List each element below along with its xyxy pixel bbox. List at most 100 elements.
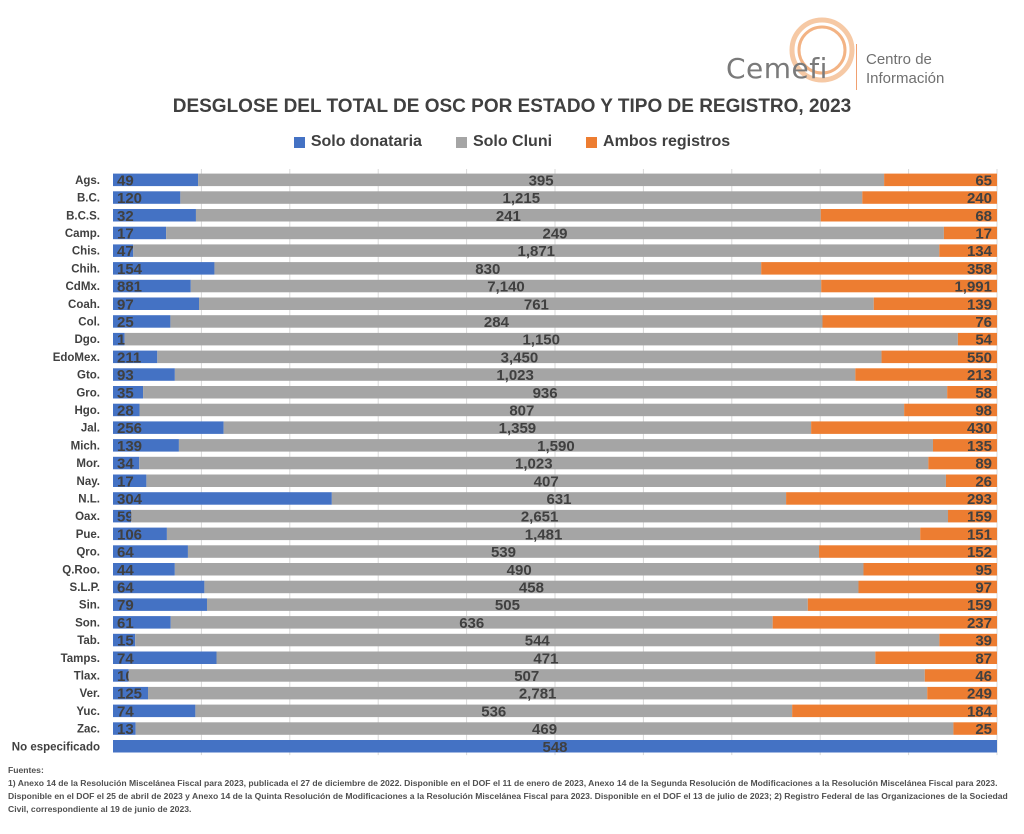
data-label: 936: [533, 385, 558, 402]
bar-segment: [195, 704, 793, 718]
data-label: 631: [546, 491, 571, 508]
category-label: Q.Roo.: [62, 564, 100, 576]
data-label: 159: [967, 509, 992, 526]
bar-segment: [170, 315, 823, 328]
data-label: 7,140: [487, 279, 525, 296]
bar-segment: [131, 509, 949, 523]
data-label: 135: [967, 438, 992, 455]
bar-segment: [920, 527, 997, 541]
chart-legend: Solo donataria Solo Cluni Ambos registro…: [0, 133, 1024, 151]
data-label: 44: [117, 562, 134, 579]
data-label: 64: [117, 544, 134, 561]
data-label: 93: [117, 367, 134, 384]
data-label: 25: [117, 314, 134, 331]
category-label: Dgo.: [74, 334, 100, 346]
category-label: Coah.: [68, 299, 100, 311]
data-label: 39: [975, 633, 992, 650]
category-label: S.L.P.: [70, 582, 100, 594]
data-label: 469: [532, 721, 557, 738]
data-label: 139: [117, 438, 142, 455]
bar-segment: [873, 297, 997, 310]
logo-subtitle: Centro de Información: [866, 51, 945, 87]
data-label: 35: [117, 385, 134, 402]
bar-segment: [113, 403, 140, 417]
bar-segment: [820, 209, 997, 222]
legend-item-ambos-registros: Ambos registros: [586, 133, 730, 151]
data-label: 95: [975, 562, 992, 579]
category-label: Chis.: [72, 246, 100, 258]
bar-segment: [135, 722, 954, 735]
category-label: Tab.: [77, 635, 100, 647]
bar-segment: [331, 492, 787, 505]
data-label: 89: [975, 456, 992, 473]
bar-segment: [932, 439, 997, 452]
bar-segment: [113, 226, 167, 240]
data-label: 507: [514, 668, 539, 685]
bar-segment: [884, 173, 997, 187]
bar-segment: [113, 704, 196, 718]
data-label: 304: [117, 491, 143, 508]
data-label: 74: [117, 703, 134, 720]
legend-swatch: [455, 136, 467, 148]
data-label: 1,150: [522, 332, 560, 349]
bar-segment: [113, 262, 215, 275]
data-label: 13: [117, 721, 134, 738]
logo-divider: [856, 44, 857, 90]
bar-segment: [113, 315, 171, 328]
bar-segment: [113, 332, 125, 346]
data-label: 74: [117, 650, 134, 667]
bar-segment: [113, 456, 140, 470]
data-label: 830: [475, 261, 500, 278]
bar-segment: [113, 722, 136, 735]
bar-segment: [881, 350, 997, 364]
bar-segment: [214, 262, 762, 275]
chart-title: DESGLOSE DEL TOTAL DE OSC POR ESTADO Y T…: [172, 96, 852, 117]
bar-segment: [139, 403, 905, 417]
data-label: 134: [967, 243, 993, 260]
data-label: 26: [975, 473, 992, 490]
category-label: B.C.S.: [66, 210, 100, 222]
data-label: 64: [117, 579, 134, 596]
data-label: 32: [117, 208, 134, 225]
data-label: 505: [495, 597, 520, 614]
data-label: 1,590: [537, 438, 575, 455]
bar-segment: [947, 386, 997, 399]
legend-label: Ambos registros: [603, 133, 731, 150]
bar-segment: [927, 686, 997, 700]
bar-segment: [792, 704, 997, 718]
category-label: CdMx.: [66, 281, 101, 293]
data-label: 548: [542, 739, 567, 756]
category-label: Zac.: [77, 724, 100, 736]
data-label: 490: [507, 562, 532, 579]
bar-segment: [113, 279, 191, 293]
bar-segment: [113, 421, 224, 434]
bar-segment: [943, 226, 997, 240]
category-label: Tlax.: [74, 670, 100, 682]
category-label: Nay.: [77, 476, 100, 488]
data-label: 761: [524, 296, 549, 313]
bar-segment: [206, 598, 808, 611]
data-label: 151: [967, 526, 992, 543]
data-label: 47: [117, 243, 134, 260]
stacked-bar-chart: Ags. 49 395 65 B.C. 120 1,215 240 B.C.S. 32 241 68 C…: [12, 169, 998, 756]
category-label: Qro.: [76, 547, 100, 559]
data-label: 881: [117, 279, 142, 296]
category-label: Oax.: [75, 511, 100, 523]
category-label: Gto.: [77, 370, 100, 382]
bar-segment: [180, 191, 863, 204]
bar-segment: [174, 563, 864, 576]
bar-segment: [786, 492, 997, 505]
bar-segment: [822, 315, 997, 328]
bar-segment: [146, 474, 946, 487]
data-label: 249: [542, 225, 567, 242]
data-label: 17: [975, 225, 992, 242]
data-label: 2,781: [519, 686, 557, 703]
category-label: No especificado: [12, 741, 100, 753]
legend-item-solo-donataria: Solo donataria: [293, 133, 422, 151]
data-label: 79: [117, 597, 134, 614]
bar-segment: [148, 686, 928, 700]
data-label: 17: [117, 225, 134, 242]
bar-segment: [187, 545, 820, 558]
category-label: EdoMex.: [53, 352, 100, 364]
bar-segment: [113, 651, 217, 664]
